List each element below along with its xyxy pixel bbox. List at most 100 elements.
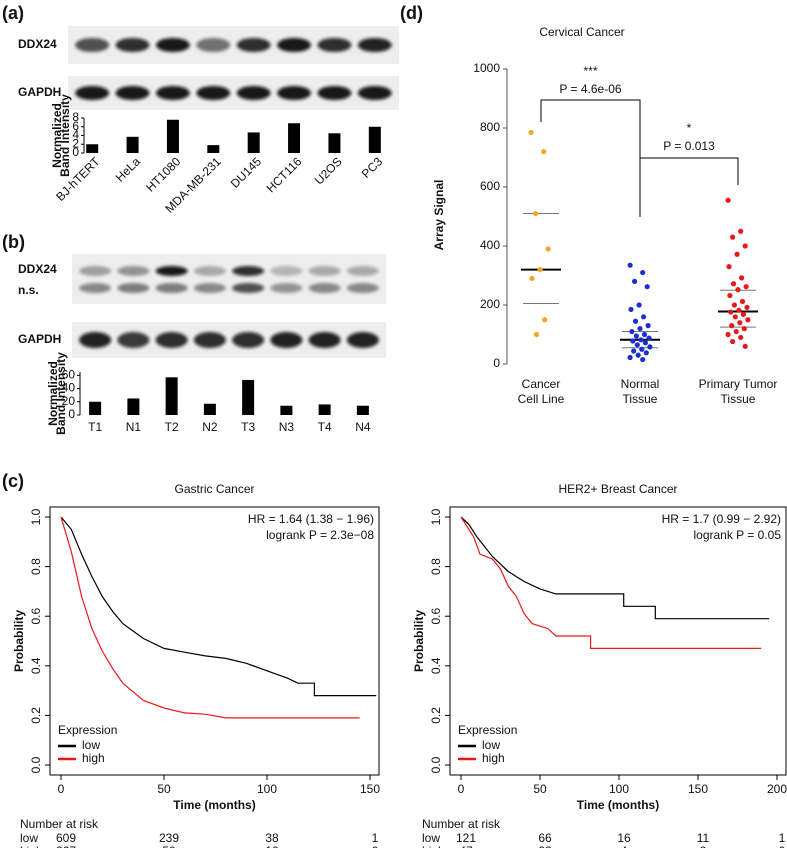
data-point: [632, 278, 638, 284]
data-point: [726, 264, 732, 270]
data-point: [729, 323, 735, 329]
panel-label: (c): [2, 471, 24, 491]
bar: [288, 123, 301, 153]
x-tick-label: PC3: [359, 154, 386, 181]
data-point: [727, 292, 733, 299]
y-tick-label: 400: [480, 238, 500, 252]
annotation: logrank P = 0.05: [693, 528, 781, 542]
blot-band: [317, 86, 352, 100]
risk-count: 47: [459, 844, 473, 848]
risk-count: 38: [265, 831, 279, 845]
y-tick-label: 200: [480, 297, 500, 311]
data-point: [640, 269, 646, 276]
blot-label: GAPDH: [18, 332, 61, 346]
risk-count: 4: [621, 844, 628, 848]
significance-p: P = 0.013: [663, 139, 715, 153]
data-point: [731, 302, 738, 308]
x-tick-label: 0: [458, 782, 465, 796]
bar: [127, 398, 140, 415]
risk-row-label: low: [20, 831, 38, 845]
y-tick-label: 4: [72, 128, 79, 142]
annotation: HR = 1.7 (0.99 − 2.92): [662, 512, 781, 526]
x-tick-label: 200: [767, 782, 787, 796]
survival-curve: [60, 516, 377, 697]
x-tick-label: N2: [202, 420, 218, 434]
x-tick-label: Tissue: [721, 392, 756, 406]
blot-band: [357, 38, 392, 52]
y-axis-label: Probability: [12, 610, 26, 672]
panel-label: (d): [400, 3, 423, 23]
risk-title: Number at risk: [422, 817, 501, 831]
data-point: [733, 328, 739, 335]
x-axis-label: Time (months): [173, 798, 255, 812]
y-axis-label: Probability: [412, 610, 426, 672]
data-point: [734, 251, 740, 257]
blot-band: [308, 332, 341, 348]
data-point: [737, 320, 743, 326]
y-tick-label: 600: [480, 179, 500, 193]
chart-title: Cervical Cancer: [539, 25, 624, 39]
panel-label: (b): [2, 232, 25, 252]
risk-count: 2: [700, 844, 707, 848]
data-point: [739, 275, 745, 281]
data-point: [541, 149, 547, 155]
chart-title: Gastric Cancer: [174, 482, 254, 496]
data-point: [638, 337, 644, 343]
data-point: [725, 331, 731, 338]
x-tick-label: T4: [318, 420, 332, 434]
y-tick-label: 0.6: [29, 608, 43, 625]
bar: [207, 145, 220, 153]
data-point: [639, 346, 645, 352]
x-tick-label: HT1080: [143, 154, 183, 194]
bar: [356, 405, 369, 415]
blot-band: [317, 38, 352, 52]
y-tick-label: 0: [68, 407, 75, 421]
survival-curve: [460, 516, 762, 649]
y-tick-label: 0.8: [29, 558, 43, 575]
data-point: [627, 262, 633, 268]
blot-band: [193, 283, 226, 293]
blot-band: [155, 86, 190, 100]
data-point: [537, 267, 543, 273]
risk-count: 16: [617, 831, 631, 845]
data-point: [744, 304, 750, 310]
blot-band: [346, 283, 379, 293]
data-point: [636, 302, 642, 308]
risk-count: 11: [697, 831, 710, 845]
significance-stars: *: [687, 121, 692, 135]
bar: [242, 379, 255, 415]
bar: [89, 401, 102, 415]
significance-p: P = 4.6e-06: [559, 82, 621, 96]
data-point: [736, 307, 742, 313]
bar: [280, 405, 293, 415]
data-point: [743, 284, 749, 290]
y-tick-label: 6: [72, 119, 79, 133]
risk-count: 609: [56, 831, 76, 845]
y-tick-label: 0: [72, 145, 79, 159]
chart-title: HER2+ Breast Cancer: [558, 482, 677, 496]
risk-count: 59: [162, 844, 176, 848]
data-point: [635, 352, 641, 358]
data-point: [542, 317, 548, 323]
x-tick-label: 150: [360, 782, 380, 796]
data-point: [631, 348, 637, 354]
risk-count: 1: [372, 831, 379, 845]
x-tick-label: T1: [88, 420, 102, 434]
blot-band: [308, 266, 341, 276]
data-point: [545, 246, 551, 252]
x-tick-label: DU145: [228, 154, 265, 191]
data-point: [529, 275, 535, 282]
blot-band: [346, 332, 379, 348]
legend-label: low: [482, 738, 500, 752]
data-point: [647, 344, 653, 350]
y-tick-label: 0.6: [429, 608, 443, 625]
x-tick-label: 100: [257, 782, 277, 796]
data-point: [735, 287, 741, 293]
y-tick-label: 0.0: [429, 756, 443, 773]
blot-band: [115, 86, 150, 100]
blot-band: [155, 332, 188, 348]
y-tick-label: 0.2: [429, 707, 443, 724]
y-axis-label: Band Intensity: [54, 352, 68, 435]
blot-band: [155, 283, 188, 293]
x-tick-label: 50: [533, 782, 547, 796]
